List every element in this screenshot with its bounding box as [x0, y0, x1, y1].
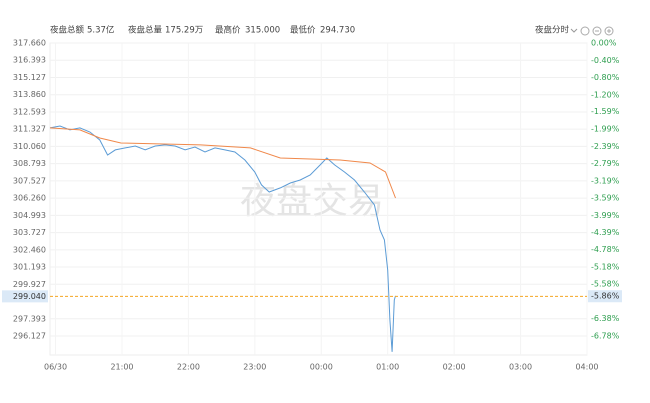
stat-value: 175.29万 — [165, 26, 203, 36]
mode-dropdown[interactable]: 夜盘分时 — [535, 25, 570, 36]
y2-tick-label: 0.00% — [591, 39, 617, 48]
stat-value: 315.000 — [245, 26, 280, 36]
y2-tick-label: -6.38% — [591, 314, 620, 323]
y-tick-label: 301.193 — [13, 263, 46, 272]
stat-label: 夜盘总量 — [128, 25, 163, 36]
dropdown-caret[interactable] — [570, 28, 578, 33]
x-tick-label: 21:00 — [110, 363, 133, 372]
y2-tick-label: -4.39% — [591, 228, 620, 237]
reference-pct-label: -5.86% — [591, 292, 620, 301]
price-line — [49, 125, 396, 352]
reference-label-box — [588, 290, 622, 303]
y2-tick-label: -2.79% — [591, 159, 620, 168]
y-tick-label: 310.060 — [13, 142, 46, 151]
y2-tick-label: -5.58% — [591, 280, 620, 289]
stat-label: 夜盘总额 — [50, 25, 85, 36]
y-tick-label: 299.927 — [13, 280, 46, 289]
y-tick-label: 317.660 — [13, 39, 46, 48]
reference-label-box — [2, 290, 48, 303]
y-tick-label: 304.993 — [13, 211, 46, 220]
y2-tick-label: -6.78% — [591, 331, 620, 340]
y-tick-label: 306.260 — [13, 194, 46, 203]
y2-tick-label: -3.59% — [591, 194, 620, 203]
x-tick-label: 04:00 — [575, 363, 598, 372]
y-tick-label: 297.393 — [13, 314, 46, 323]
y2-tick-label: -5.18% — [591, 262, 620, 271]
x-tick-label: 23:00 — [243, 363, 266, 372]
y-tick-label: 303.727 — [13, 228, 46, 237]
x-tick-label: 02:00 — [443, 363, 466, 372]
average-line — [49, 127, 396, 199]
y2-tick-label: -3.99% — [591, 211, 620, 220]
x-tick-label: 06/30 — [44, 363, 67, 372]
y2-tick-label: -1.20% — [591, 90, 620, 99]
y-tick-label: 308.793 — [13, 159, 46, 168]
y-tick-label: 307.527 — [13, 176, 46, 185]
y-tick-label: 313.860 — [13, 90, 46, 99]
reference-label: 299.040 — [13, 292, 46, 301]
y2-tick-label: -2.39% — [591, 142, 620, 151]
x-tick-label: 00:00 — [310, 363, 333, 372]
y-tick-label: 311.327 — [13, 125, 46, 134]
y-tick-label: 315.127 — [13, 73, 46, 82]
y-tick-label: 312.593 — [13, 107, 46, 116]
y2-tick-label: -1.59% — [591, 107, 620, 116]
stat-label: 最高价 — [215, 25, 241, 36]
x-tick-label: 22:00 — [177, 363, 200, 372]
y-tick-label: 296.127 — [13, 331, 46, 340]
zoom-out-button[interactable] — [592, 26, 602, 36]
y2-tick-label: -4.78% — [591, 245, 620, 254]
refresh-button[interactable] — [580, 26, 590, 36]
stat-value: 5.37亿 — [87, 25, 114, 36]
stat-label: 最低价 — [290, 25, 316, 36]
y-tick-label: 302.460 — [13, 245, 46, 254]
y2-tick-label: -3.19% — [591, 176, 620, 185]
y-tick-label: 316.393 — [13, 56, 46, 65]
y2-tick-label: -0.40% — [591, 56, 620, 65]
y2-tick-label: -1.99% — [591, 124, 620, 133]
stat-value: 294.730 — [320, 26, 355, 36]
y2-tick-label: -0.80% — [591, 73, 620, 82]
x-tick-label: 01:00 — [376, 363, 399, 372]
zoom-in-button[interactable] — [604, 26, 614, 36]
x-tick-label: 03:00 — [509, 363, 532, 372]
zoom-in-icon — [607, 29, 611, 33]
